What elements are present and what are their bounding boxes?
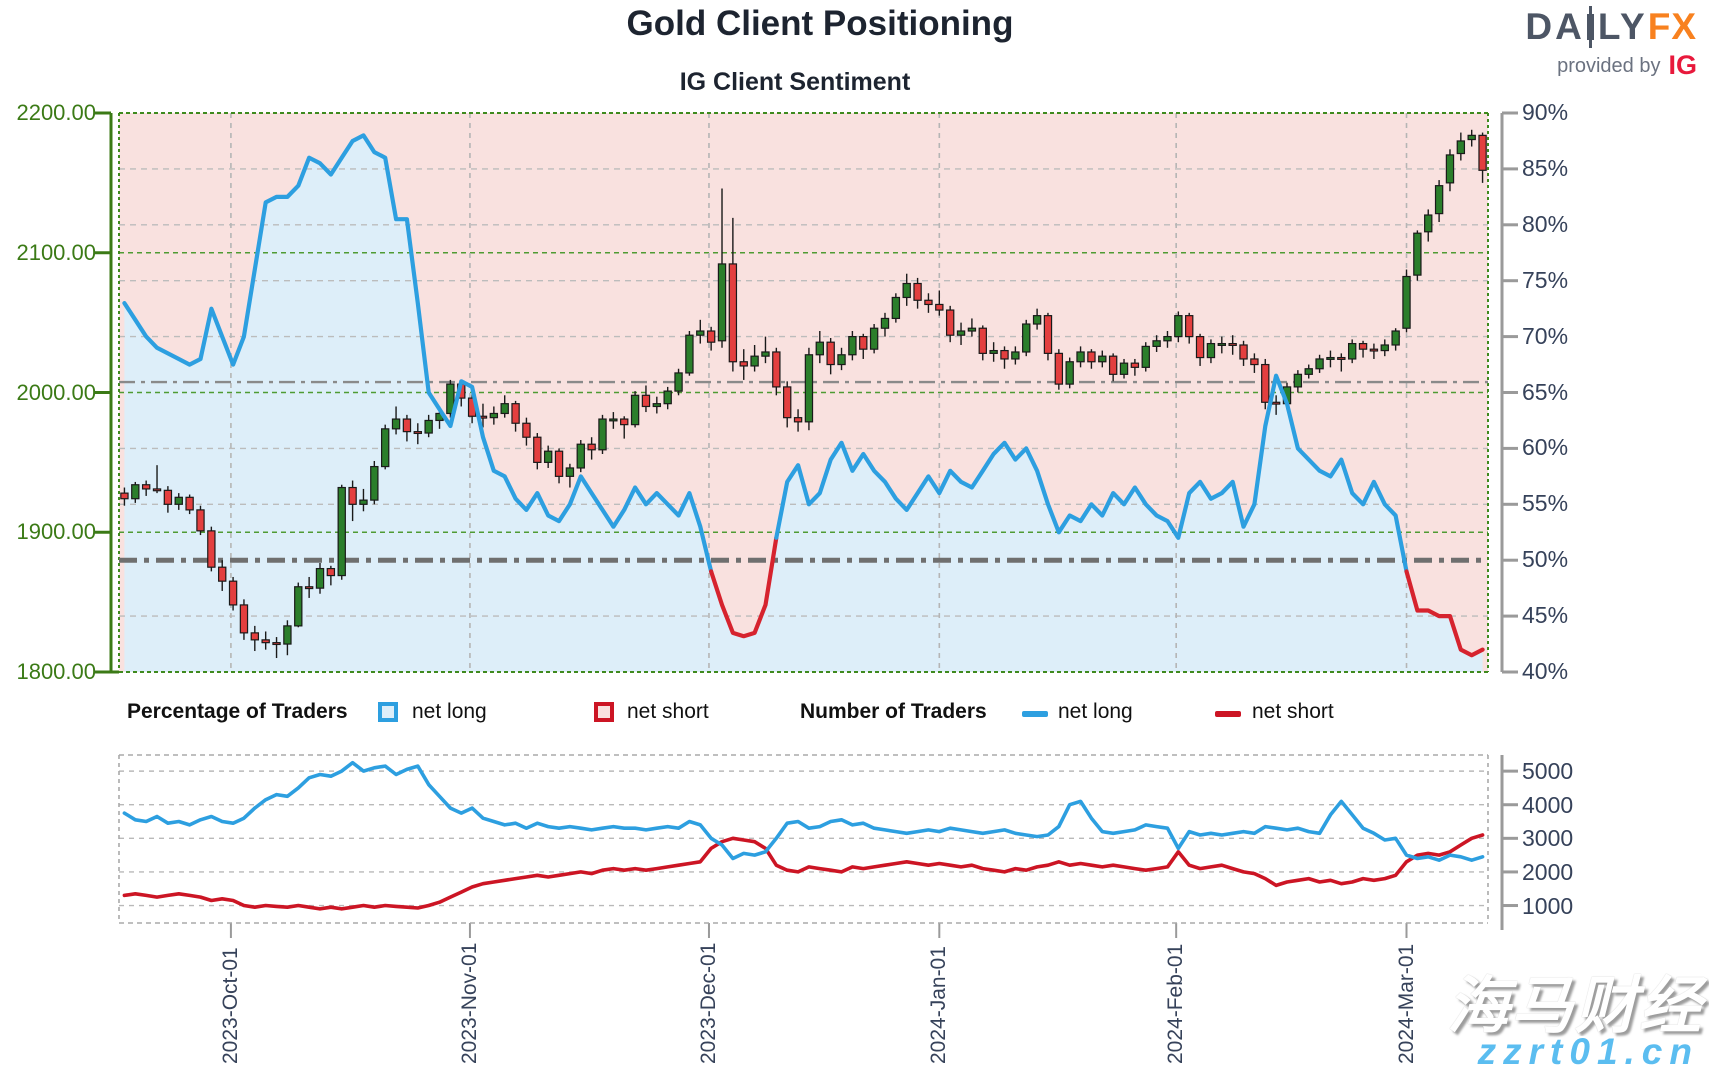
legend-percentage-title: Percentage of Traders bbox=[127, 700, 348, 723]
pct-net-short-swatch bbox=[594, 702, 614, 722]
dailyfx-logo: DA LY FX provided by IG bbox=[1525, 5, 1697, 79]
percent-tick-label: 65% bbox=[1522, 378, 1569, 405]
logo-text-ly: LY bbox=[1597, 6, 1648, 47]
price-tick-label: 2200.00 bbox=[16, 100, 96, 125]
date-tick-label: 2023-Dec-01 bbox=[696, 942, 720, 1064]
pct-net-long-label: net long bbox=[412, 700, 487, 723]
price-tick-label: 2100.00 bbox=[16, 239, 96, 265]
watermark-url: zzrt01.cn bbox=[1477, 1031, 1699, 1071]
provided-by-label: provided by bbox=[1557, 54, 1661, 77]
percent-tick-label: 75% bbox=[1522, 266, 1569, 293]
num-net-short-swatch bbox=[1215, 711, 1241, 717]
percent-tick-label: 55% bbox=[1522, 490, 1569, 517]
percent-tick-label: 90% bbox=[1522, 99, 1569, 125]
ig-logo: IG bbox=[1668, 50, 1697, 80]
percent-tick-label: 85% bbox=[1522, 154, 1569, 181]
date-tick-label: 2024-Jan-01 bbox=[927, 946, 951, 1064]
price-tick-label: 1800.00 bbox=[16, 659, 96, 684]
percent-tick-label: 60% bbox=[1522, 434, 1569, 461]
count-tick-label: 3000 bbox=[1522, 825, 1574, 852]
count-tick-label: 2000 bbox=[1522, 858, 1574, 885]
percent-tick-label: 70% bbox=[1522, 322, 1569, 349]
price-tick-label: 1900.00 bbox=[16, 519, 96, 545]
percent-tick-label: 80% bbox=[1522, 210, 1569, 237]
provided-by-row: provided by IG bbox=[1525, 52, 1697, 79]
count-tick-label: 5000 bbox=[1522, 758, 1574, 785]
count-tick-label: 1000 bbox=[1522, 892, 1574, 919]
logo-text-fx: FX bbox=[1647, 6, 1697, 47]
date-tick-label: 2023-Oct-01 bbox=[218, 947, 242, 1064]
num-net-long-swatch bbox=[1022, 711, 1048, 717]
watermark-cjk: 海马财经 bbox=[1446, 972, 1703, 1041]
price-tick-label: 2000.00 bbox=[16, 379, 96, 405]
pct-net-long-swatch bbox=[378, 702, 398, 722]
legend-number-title: Number of Traders bbox=[800, 700, 987, 723]
page-title: Gold Client Positioning bbox=[626, 4, 1014, 43]
date-tick-label: 2023-Nov-01 bbox=[457, 942, 481, 1064]
num-net-short-label: net short bbox=[1252, 700, 1334, 723]
candlestick-i-icon bbox=[1586, 5, 1594, 48]
percent-tick-label: 40% bbox=[1522, 658, 1569, 684]
count-tick-label: 4000 bbox=[1522, 791, 1574, 818]
pct-net-short-label: net short bbox=[627, 700, 709, 723]
dailyfx-logo-wordmark: DA LY FX bbox=[1525, 5, 1697, 48]
legend-row: Percentage of Traders net long net short… bbox=[0, 700, 1709, 732]
percent-tick-label: 50% bbox=[1522, 546, 1569, 573]
chart-subtitle: IG Client Sentiment bbox=[679, 68, 911, 96]
logo-text-da: DA bbox=[1525, 6, 1585, 47]
num-net-long-label: net long bbox=[1058, 700, 1133, 723]
date-tick-label: 2024-Mar-01 bbox=[1394, 943, 1418, 1064]
date-tick-label: 2024-Feb-01 bbox=[1164, 943, 1188, 1064]
percent-tick-label: 45% bbox=[1522, 602, 1569, 629]
